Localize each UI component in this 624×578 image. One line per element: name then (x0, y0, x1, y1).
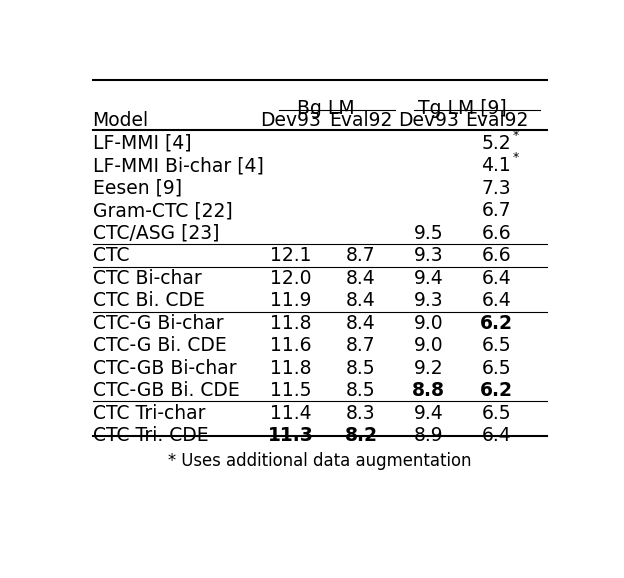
Text: 8.8: 8.8 (412, 381, 445, 400)
Text: *: * (513, 151, 519, 164)
Text: 11.8: 11.8 (270, 359, 311, 377)
Text: 6.2: 6.2 (480, 381, 513, 400)
Text: CTC: CTC (92, 246, 129, 265)
Text: 12.0: 12.0 (270, 269, 311, 288)
Text: Bg LM: Bg LM (297, 99, 355, 118)
Text: CTC Tri-char: CTC Tri-char (92, 403, 205, 423)
Text: CTC Bi-char: CTC Bi-char (92, 269, 202, 288)
Text: Tg LM [9]: Tg LM [9] (418, 99, 507, 118)
Text: Eesen [9]: Eesen [9] (92, 179, 182, 198)
Text: CTC-GB Bi-char: CTC-GB Bi-char (92, 359, 236, 377)
Text: 8.5: 8.5 (346, 381, 376, 400)
Text: 11.4: 11.4 (270, 403, 311, 423)
Text: 7.3: 7.3 (482, 179, 511, 198)
Text: 6.7: 6.7 (482, 201, 511, 220)
Text: 6.4: 6.4 (482, 291, 511, 310)
Text: Dev93: Dev93 (398, 112, 459, 131)
Text: 11.6: 11.6 (270, 336, 311, 355)
Text: 8.4: 8.4 (346, 269, 376, 288)
Text: CTC Tri. CDE: CTC Tri. CDE (92, 426, 208, 445)
Text: CTC Bi. CDE: CTC Bi. CDE (92, 291, 205, 310)
Text: 8.3: 8.3 (346, 403, 376, 423)
Text: CTC-GB Bi. CDE: CTC-GB Bi. CDE (92, 381, 239, 400)
Text: 6.5: 6.5 (482, 336, 511, 355)
Text: 6.4: 6.4 (482, 269, 511, 288)
Text: LF-MMI [4]: LF-MMI [4] (92, 134, 191, 153)
Text: 11.3: 11.3 (268, 426, 314, 445)
Text: 6.2: 6.2 (480, 314, 513, 333)
Text: 9.4: 9.4 (414, 403, 444, 423)
Text: 12.1: 12.1 (270, 246, 311, 265)
Text: 6.5: 6.5 (482, 403, 511, 423)
Text: 9.0: 9.0 (414, 314, 444, 333)
Text: 9.3: 9.3 (414, 291, 444, 310)
Text: 6.6: 6.6 (482, 224, 511, 243)
Text: Gram-CTC [22]: Gram-CTC [22] (92, 201, 232, 220)
Text: 9.5: 9.5 (414, 224, 444, 243)
Text: 8.9: 8.9 (414, 426, 444, 445)
Text: 6.5: 6.5 (482, 359, 511, 377)
Text: 6.6: 6.6 (482, 246, 511, 265)
Text: 8.2: 8.2 (344, 426, 378, 445)
Text: 9.2: 9.2 (414, 359, 444, 377)
Text: 8.4: 8.4 (346, 314, 376, 333)
Text: 11.9: 11.9 (270, 291, 311, 310)
Text: CTC-G Bi. CDE: CTC-G Bi. CDE (92, 336, 227, 355)
Text: CTC/ASG [23]: CTC/ASG [23] (92, 224, 219, 243)
Text: Dev93: Dev93 (260, 112, 321, 131)
Text: 4.1: 4.1 (482, 157, 511, 176)
Text: 9.4: 9.4 (414, 269, 444, 288)
Text: 6.4: 6.4 (482, 426, 511, 445)
Text: 8.5: 8.5 (346, 359, 376, 377)
Text: * Uses additional data augmentation: * Uses additional data augmentation (168, 453, 472, 470)
Text: Eval92: Eval92 (465, 112, 528, 131)
Text: *: * (513, 129, 519, 142)
Text: 8.7: 8.7 (346, 246, 376, 265)
Text: 5.2: 5.2 (482, 134, 511, 153)
Text: 8.4: 8.4 (346, 291, 376, 310)
Text: 9.0: 9.0 (414, 336, 444, 355)
Text: 11.5: 11.5 (270, 381, 311, 400)
Text: LF-MMI Bi-char [4]: LF-MMI Bi-char [4] (92, 157, 263, 176)
Text: 11.8: 11.8 (270, 314, 311, 333)
Text: CTC-G Bi-char: CTC-G Bi-char (92, 314, 223, 333)
Text: 9.3: 9.3 (414, 246, 444, 265)
Text: Model: Model (92, 112, 149, 131)
Text: Eval92: Eval92 (329, 112, 392, 131)
Text: 8.7: 8.7 (346, 336, 376, 355)
